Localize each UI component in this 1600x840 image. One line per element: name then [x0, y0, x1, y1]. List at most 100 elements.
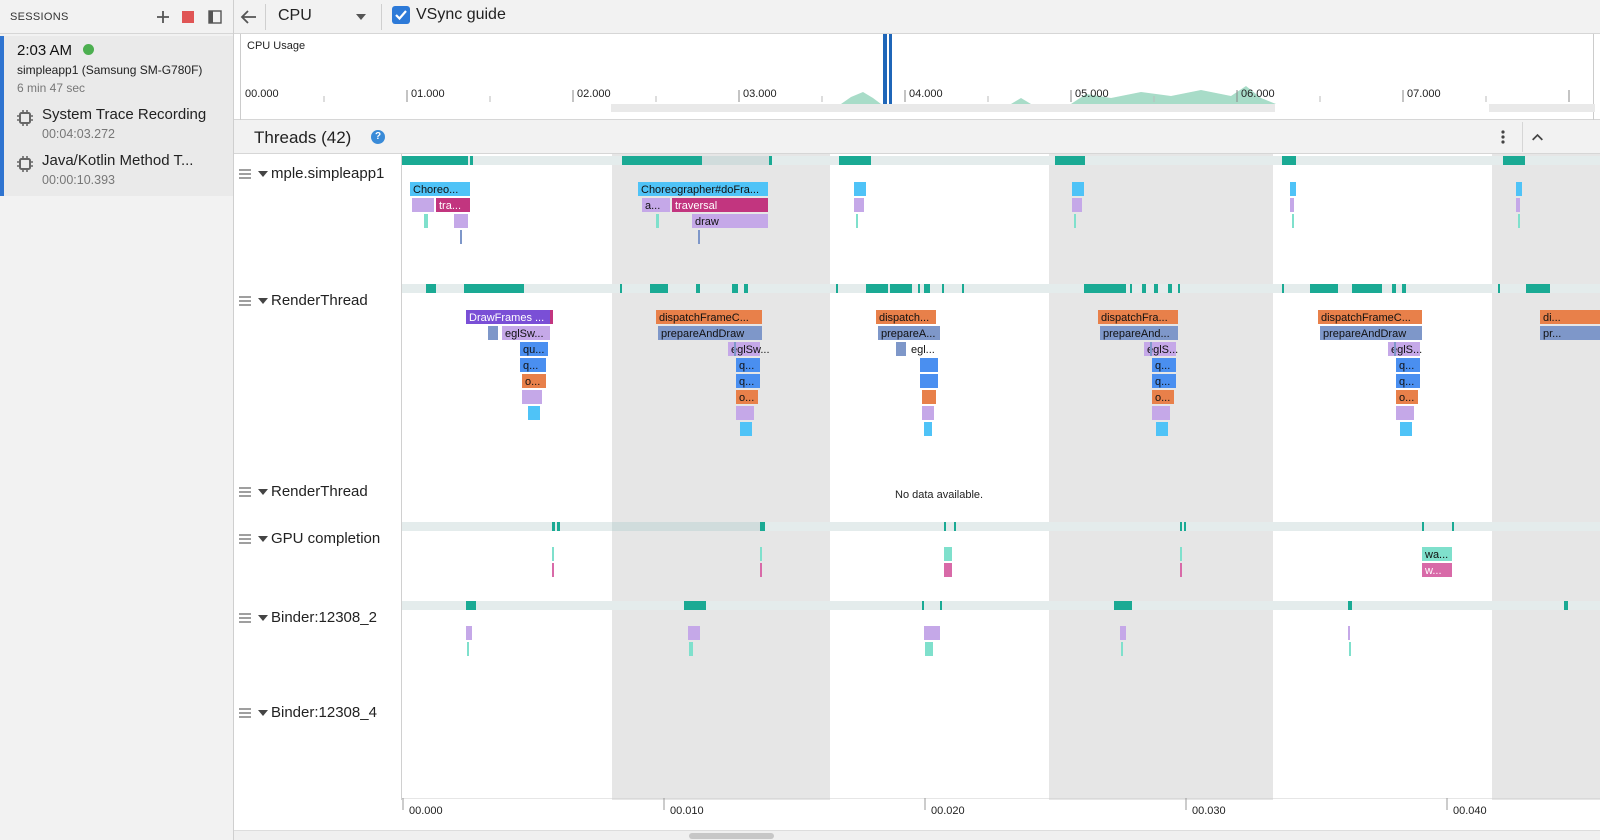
- scrollbar-thumb[interactable]: [689, 833, 774, 839]
- trace-slice-label: dispatchFrameC...: [1321, 312, 1411, 324]
- overview-tick-label: 03.000: [743, 88, 777, 100]
- trace-slice: [1396, 390, 1418, 404]
- thread-state-bar: [839, 156, 871, 165]
- horizontal-scrollbar[interactable]: [234, 830, 1600, 840]
- thread-state-bar: [1114, 601, 1132, 610]
- trace-slice-label: q...: [739, 360, 754, 372]
- thread-tracks[interactable]: Choreo... tra... Choreographer#doFra... a..…: [402, 154, 1600, 800]
- thread-row[interactable]: GPU completion: [234, 528, 402, 550]
- expand-triangle-icon[interactable]: [258, 710, 268, 716]
- trace-slice: [412, 198, 434, 212]
- thread-state-bar: [557, 522, 560, 531]
- thread-row[interactable]: Binder:12308_2: [234, 607, 402, 629]
- thread-state-bar: [510, 284, 513, 293]
- trace-slice: [1540, 310, 1600, 324]
- artifact-system-trace[interactable]: System Trace Recording 00:04:03.272: [16, 106, 231, 146]
- toggle-panel-button[interactable]: [205, 7, 225, 27]
- thread-state-bar: [918, 284, 920, 293]
- thread-state-bar: [1564, 601, 1568, 610]
- vsync-band: [612, 154, 830, 800]
- expand-triangle-icon[interactable]: [258, 536, 268, 542]
- trace-slice-label: Choreo...: [413, 184, 458, 196]
- drag-handle-icon[interactable]: [238, 612, 252, 624]
- trace-slice: [698, 230, 700, 244]
- overview-tick-label: 00.000: [245, 88, 279, 100]
- expand-triangle-icon[interactable]: [258, 615, 268, 621]
- thread-row[interactable]: mple.simpleapp1: [234, 163, 402, 185]
- back-arrow-icon[interactable]: [238, 6, 260, 28]
- add-session-button[interactable]: [153, 7, 173, 27]
- trace-slice-label: prepareAnd...: [1103, 328, 1170, 340]
- toolbar-divider: [381, 4, 382, 30]
- thread-state-bar: [520, 284, 524, 293]
- axis-tick-label: 00.000: [409, 805, 443, 817]
- more-options-icon[interactable]: [1498, 128, 1508, 146]
- thread-state-bar: [1498, 284, 1500, 293]
- cpu-usage-area: [841, 86, 1276, 104]
- artifact-method-trace[interactable]: Java/Kotlin Method T... 00:00:10.393: [16, 152, 231, 192]
- trace-slice: [1120, 626, 1126, 640]
- drag-handle-icon[interactable]: [238, 486, 252, 498]
- thread-state-bar: [944, 522, 946, 531]
- thread-state-bar: [866, 284, 888, 293]
- trace-slice-label: q...: [523, 360, 538, 372]
- thread-row[interactable]: Binder:12308_4: [234, 702, 402, 724]
- trace-slice-label: o...: [739, 392, 754, 404]
- chevron-down-icon: [356, 14, 366, 20]
- thread-state-bar: [1422, 522, 1424, 531]
- trace-slice-label: q...: [1155, 360, 1170, 372]
- drag-handle-icon[interactable]: [238, 707, 252, 719]
- profiler-selector[interactable]: CPU: [274, 4, 374, 30]
- thread-state-bar: [1402, 284, 1406, 293]
- chip-icon: [17, 156, 33, 172]
- drag-handle-icon[interactable]: [238, 295, 252, 307]
- thread-name: RenderThread: [271, 292, 368, 309]
- expand-triangle-icon[interactable]: [258, 489, 268, 495]
- trace-slice: [552, 563, 554, 577]
- artifact-duration: 00:00:10.393: [42, 173, 115, 187]
- stop-session-button[interactable]: [178, 7, 198, 27]
- trace-slice: [1400, 422, 1412, 436]
- trace-slice: [466, 626, 472, 640]
- trace-slice-label: prepareAndDraw: [661, 328, 744, 340]
- trace-slice: [1349, 642, 1351, 656]
- trace-slice: [1152, 390, 1174, 404]
- overview-tick-label: 05.000: [1075, 88, 1109, 100]
- expand-triangle-icon[interactable]: [258, 298, 268, 304]
- expand-triangle-icon[interactable]: [258, 171, 268, 177]
- time-axis: 00.000 00.010 00.020 00.030 00.040: [402, 797, 1600, 828]
- thread-row[interactable]: RenderThread: [234, 290, 402, 312]
- overview-tick-label: 02.000: [577, 88, 611, 100]
- trace-slice-label: wa...: [1424, 549, 1448, 561]
- trace-slice: [1422, 563, 1452, 577]
- chevron-up-icon[interactable]: [1522, 122, 1552, 152]
- session-device: simpleapp1 (Samsung SM-G780F): [17, 63, 203, 77]
- trace-slice-label: dispatchFra...: [1101, 312, 1168, 324]
- trace-slice: [1396, 358, 1420, 372]
- trace-slice: [740, 422, 752, 436]
- overview-tick-label: 06.000: [1241, 88, 1275, 100]
- help-icon[interactable]: ?: [371, 130, 385, 144]
- trace-slice: [467, 642, 469, 656]
- trace-slice: [1098, 310, 1178, 324]
- trace-slice: [454, 214, 468, 228]
- trace-slice: [1180, 547, 1182, 561]
- overview-tick-label: 04.000: [909, 88, 943, 100]
- trace-slice-label: traversal: [675, 200, 717, 212]
- trace-slice: [552, 547, 554, 561]
- thread-state-bar: [696, 284, 700, 293]
- drag-handle-icon[interactable]: [238, 533, 252, 545]
- drag-handle-icon[interactable]: [238, 168, 252, 180]
- overview-tick-label: 07.000: [1407, 88, 1441, 100]
- trace-slice: [689, 642, 693, 656]
- thread-state-bar: [1282, 284, 1284, 293]
- session-item[interactable]: 2:03 AM simpleapp1 (Samsung SM-G780F) 6 …: [0, 36, 233, 196]
- thread-row[interactable]: RenderThread: [234, 481, 402, 503]
- vsync-checkbox[interactable]: [392, 6, 410, 24]
- trace-slice: [1180, 563, 1182, 577]
- trace-slice: [550, 310, 553, 324]
- trace-slice: [734, 342, 736, 356]
- trace-slice: [922, 390, 936, 404]
- trace-slice: [920, 374, 938, 388]
- cpu-usage-overview[interactable]: CPU Usage 00.000 01.000 02.000 03.000 04.000…: [234, 34, 1600, 120]
